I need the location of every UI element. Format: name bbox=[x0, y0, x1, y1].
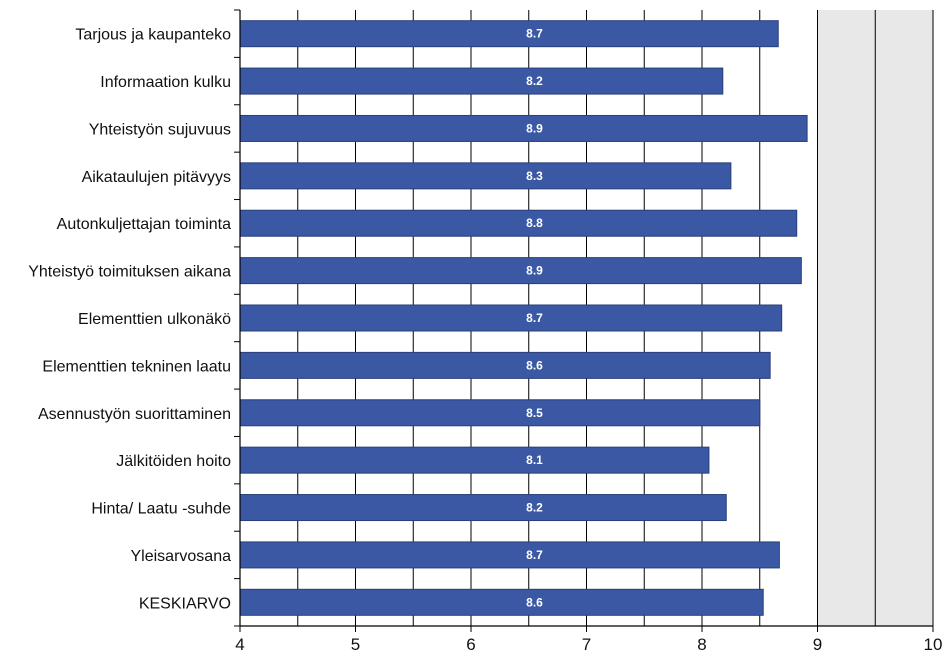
category-label: Hinta/ Laatu -suhde bbox=[91, 501, 231, 518]
category-label: Asennustyön suorittaminen bbox=[38, 406, 231, 423]
x-tick-label: 7 bbox=[582, 635, 591, 654]
bar bbox=[239, 541, 780, 569]
x-tick-label: 5 bbox=[351, 635, 360, 654]
data-label: 8.7 bbox=[526, 27, 543, 41]
data-label: 8.2 bbox=[526, 74, 543, 88]
category-label: Yleisarvosana bbox=[131, 548, 232, 565]
category-label: Aikataulujen pitävyys bbox=[82, 169, 231, 186]
data-label: 8.3 bbox=[526, 169, 543, 183]
x-tick-label: 6 bbox=[466, 635, 475, 654]
data-label: 8.6 bbox=[526, 595, 543, 609]
bar bbox=[239, 588, 764, 616]
category-label: Informaation kulku bbox=[100, 74, 231, 91]
category-label: Yhteistyön sujuvuus bbox=[89, 121, 231, 138]
category-label: Jälkitöiden hoito bbox=[116, 453, 231, 470]
x-tick-label: 4 bbox=[235, 635, 244, 654]
data-label: 8.7 bbox=[526, 548, 543, 562]
bar bbox=[239, 162, 732, 190]
data-label: 8.2 bbox=[526, 501, 543, 515]
category-label: Tarjous ja kaupanteko bbox=[75, 27, 231, 44]
data-label: 8.9 bbox=[526, 121, 543, 135]
category-label: Yhteistyö toimituksen aikana bbox=[28, 264, 231, 281]
data-label: 8.6 bbox=[526, 358, 543, 372]
category-label: Elementtien tekninen laatu bbox=[42, 358, 231, 375]
bar bbox=[239, 351, 771, 379]
category-label: KESKIARVO bbox=[139, 595, 231, 612]
bar bbox=[239, 67, 724, 95]
bar bbox=[239, 446, 710, 474]
bar bbox=[239, 304, 783, 332]
data-label: 8.1 bbox=[526, 453, 543, 467]
bar bbox=[239, 257, 802, 285]
bar bbox=[239, 209, 798, 237]
bar bbox=[239, 494, 727, 522]
data-label: 8.8 bbox=[526, 216, 543, 230]
bar bbox=[239, 114, 808, 142]
data-label: 8.9 bbox=[526, 264, 543, 278]
bar bbox=[239, 20, 779, 48]
x-tick-label: 8 bbox=[697, 635, 706, 654]
data-label: 8.5 bbox=[526, 406, 543, 420]
bars bbox=[239, 20, 808, 616]
x-tick-label: 9 bbox=[813, 635, 822, 654]
data-label: 8.7 bbox=[526, 311, 543, 325]
bar bbox=[239, 399, 761, 427]
x-tick-label: 10 bbox=[924, 635, 943, 654]
axes bbox=[234, 9, 934, 632]
category-label: Autonkuljettajan toiminta bbox=[57, 216, 231, 233]
category-label: Elementtien ulkonäkö bbox=[78, 311, 231, 328]
labels: 8.7 Tarjous ja kaupanteko 8.2 Informaation … bbox=[28, 27, 942, 654]
